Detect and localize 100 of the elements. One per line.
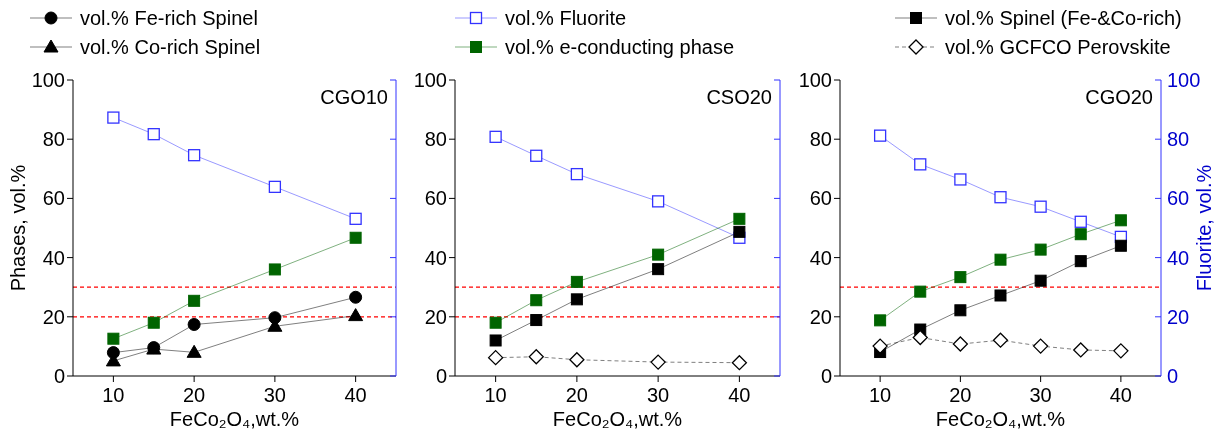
x-tick-label: 10 — [484, 384, 507, 406]
y-tick-label: 40 — [809, 246, 832, 269]
y-tick-label: 60 — [42, 187, 65, 210]
legend-label: vol.% Fe-rich Spinel — [80, 7, 258, 29]
point — [1032, 338, 1049, 354]
point — [489, 316, 502, 329]
point — [652, 263, 665, 276]
point — [349, 231, 362, 244]
y-tick-label: 0 — [820, 365, 832, 387]
point — [530, 314, 543, 327]
point — [107, 111, 120, 124]
point — [1113, 343, 1129, 359]
y-tick-label: 100 — [413, 69, 447, 91]
point — [187, 149, 201, 162]
y-tick-label: 0 — [53, 365, 65, 387]
y-tick-label: 60 — [424, 187, 447, 210]
point — [954, 304, 967, 317]
y2-tick-label: 40 — [1167, 246, 1190, 269]
y-tick-label: 100 — [31, 69, 65, 91]
y-axis-title: Phases, vol.% — [7, 164, 29, 292]
y2-tick-label: 80 — [1167, 128, 1190, 151]
point — [188, 294, 201, 307]
point — [528, 349, 544, 365]
x-tick-label: 10 — [102, 384, 125, 406]
point — [1034, 274, 1047, 287]
point — [992, 332, 1009, 348]
point — [268, 180, 282, 194]
point — [147, 316, 160, 329]
point — [349, 290, 363, 304]
annotation: CSO20 — [706, 86, 772, 108]
y-tick-label: 20 — [424, 305, 447, 328]
x-axis-title: FeCo₂O₄,wt.% — [552, 408, 683, 430]
point — [952, 336, 969, 352]
point — [1034, 243, 1047, 256]
y-tick-label: 40 — [424, 246, 447, 269]
point — [268, 263, 281, 276]
y-tick-label: 0 — [435, 365, 447, 387]
point — [348, 308, 364, 322]
point — [569, 352, 585, 368]
x-tick-label: 40 — [728, 384, 751, 406]
point — [1074, 255, 1087, 268]
y-tick-label: 80 — [424, 128, 447, 151]
point — [652, 248, 665, 261]
x-tick-label: 10 — [869, 384, 892, 406]
y-tick-label: 80 — [42, 128, 65, 151]
y2-tick-label: 20 — [1167, 305, 1190, 328]
point — [489, 130, 502, 143]
point — [1074, 228, 1087, 241]
annotation: CGO20 — [1085, 86, 1153, 108]
y2-tick-label: 100 — [1167, 69, 1201, 91]
point — [994, 191, 1007, 204]
point — [954, 271, 967, 284]
point — [530, 149, 543, 162]
point — [731, 355, 748, 371]
x-tick-label: 20 — [565, 384, 588, 406]
x-tick-label: 20 — [949, 384, 972, 406]
x-tick-label: 30 — [1029, 384, 1052, 406]
y2-tick-label: 60 — [1167, 187, 1190, 210]
y-tick-label: 80 — [809, 128, 832, 151]
point — [1073, 342, 1089, 358]
y-tick-label: 20 — [809, 305, 832, 328]
x-tick-label: 40 — [1109, 384, 1132, 406]
point — [147, 128, 160, 141]
point — [530, 294, 543, 307]
point — [570, 167, 584, 181]
legend-label: vol.% GCFCO Perovskite — [945, 36, 1171, 58]
y2-axis-title: Fluorite, vol.% — [1193, 164, 1215, 292]
y2-tick-label: 0 — [1167, 365, 1179, 387]
x-tick-label: 40 — [344, 384, 367, 406]
point — [914, 285, 927, 298]
x-tick-label: 20 — [183, 384, 206, 406]
y-tick-label: 20 — [42, 305, 65, 328]
legend-label: vol.% e-conducting phase — [505, 36, 735, 58]
x-tick-label: 30 — [647, 384, 670, 406]
y-tick-label: 100 — [798, 69, 832, 91]
legend-label: vol.% Co-rich Spinel — [80, 36, 261, 58]
legend-label: vol.% Fluorite — [505, 7, 627, 29]
point — [912, 329, 928, 346]
point — [570, 293, 583, 306]
point — [872, 338, 888, 354]
point — [1074, 215, 1087, 228]
y-tick-label: 40 — [42, 246, 65, 269]
point — [1114, 214, 1127, 227]
point — [994, 253, 1007, 266]
y-tick-label: 60 — [809, 187, 832, 210]
point — [489, 334, 502, 347]
point — [1114, 239, 1127, 252]
point — [349, 212, 362, 225]
point — [874, 314, 887, 327]
point — [1034, 200, 1047, 213]
point — [733, 212, 746, 225]
point — [650, 354, 666, 370]
annotation: CGO10 — [320, 86, 388, 108]
x-axis-title: FeCo₂O₄,wt.% — [935, 408, 1066, 430]
x-tick-label: 30 — [263, 384, 286, 406]
point — [187, 318, 201, 331]
point — [570, 275, 583, 288]
point — [873, 129, 887, 142]
point — [914, 158, 927, 171]
point — [954, 173, 967, 186]
